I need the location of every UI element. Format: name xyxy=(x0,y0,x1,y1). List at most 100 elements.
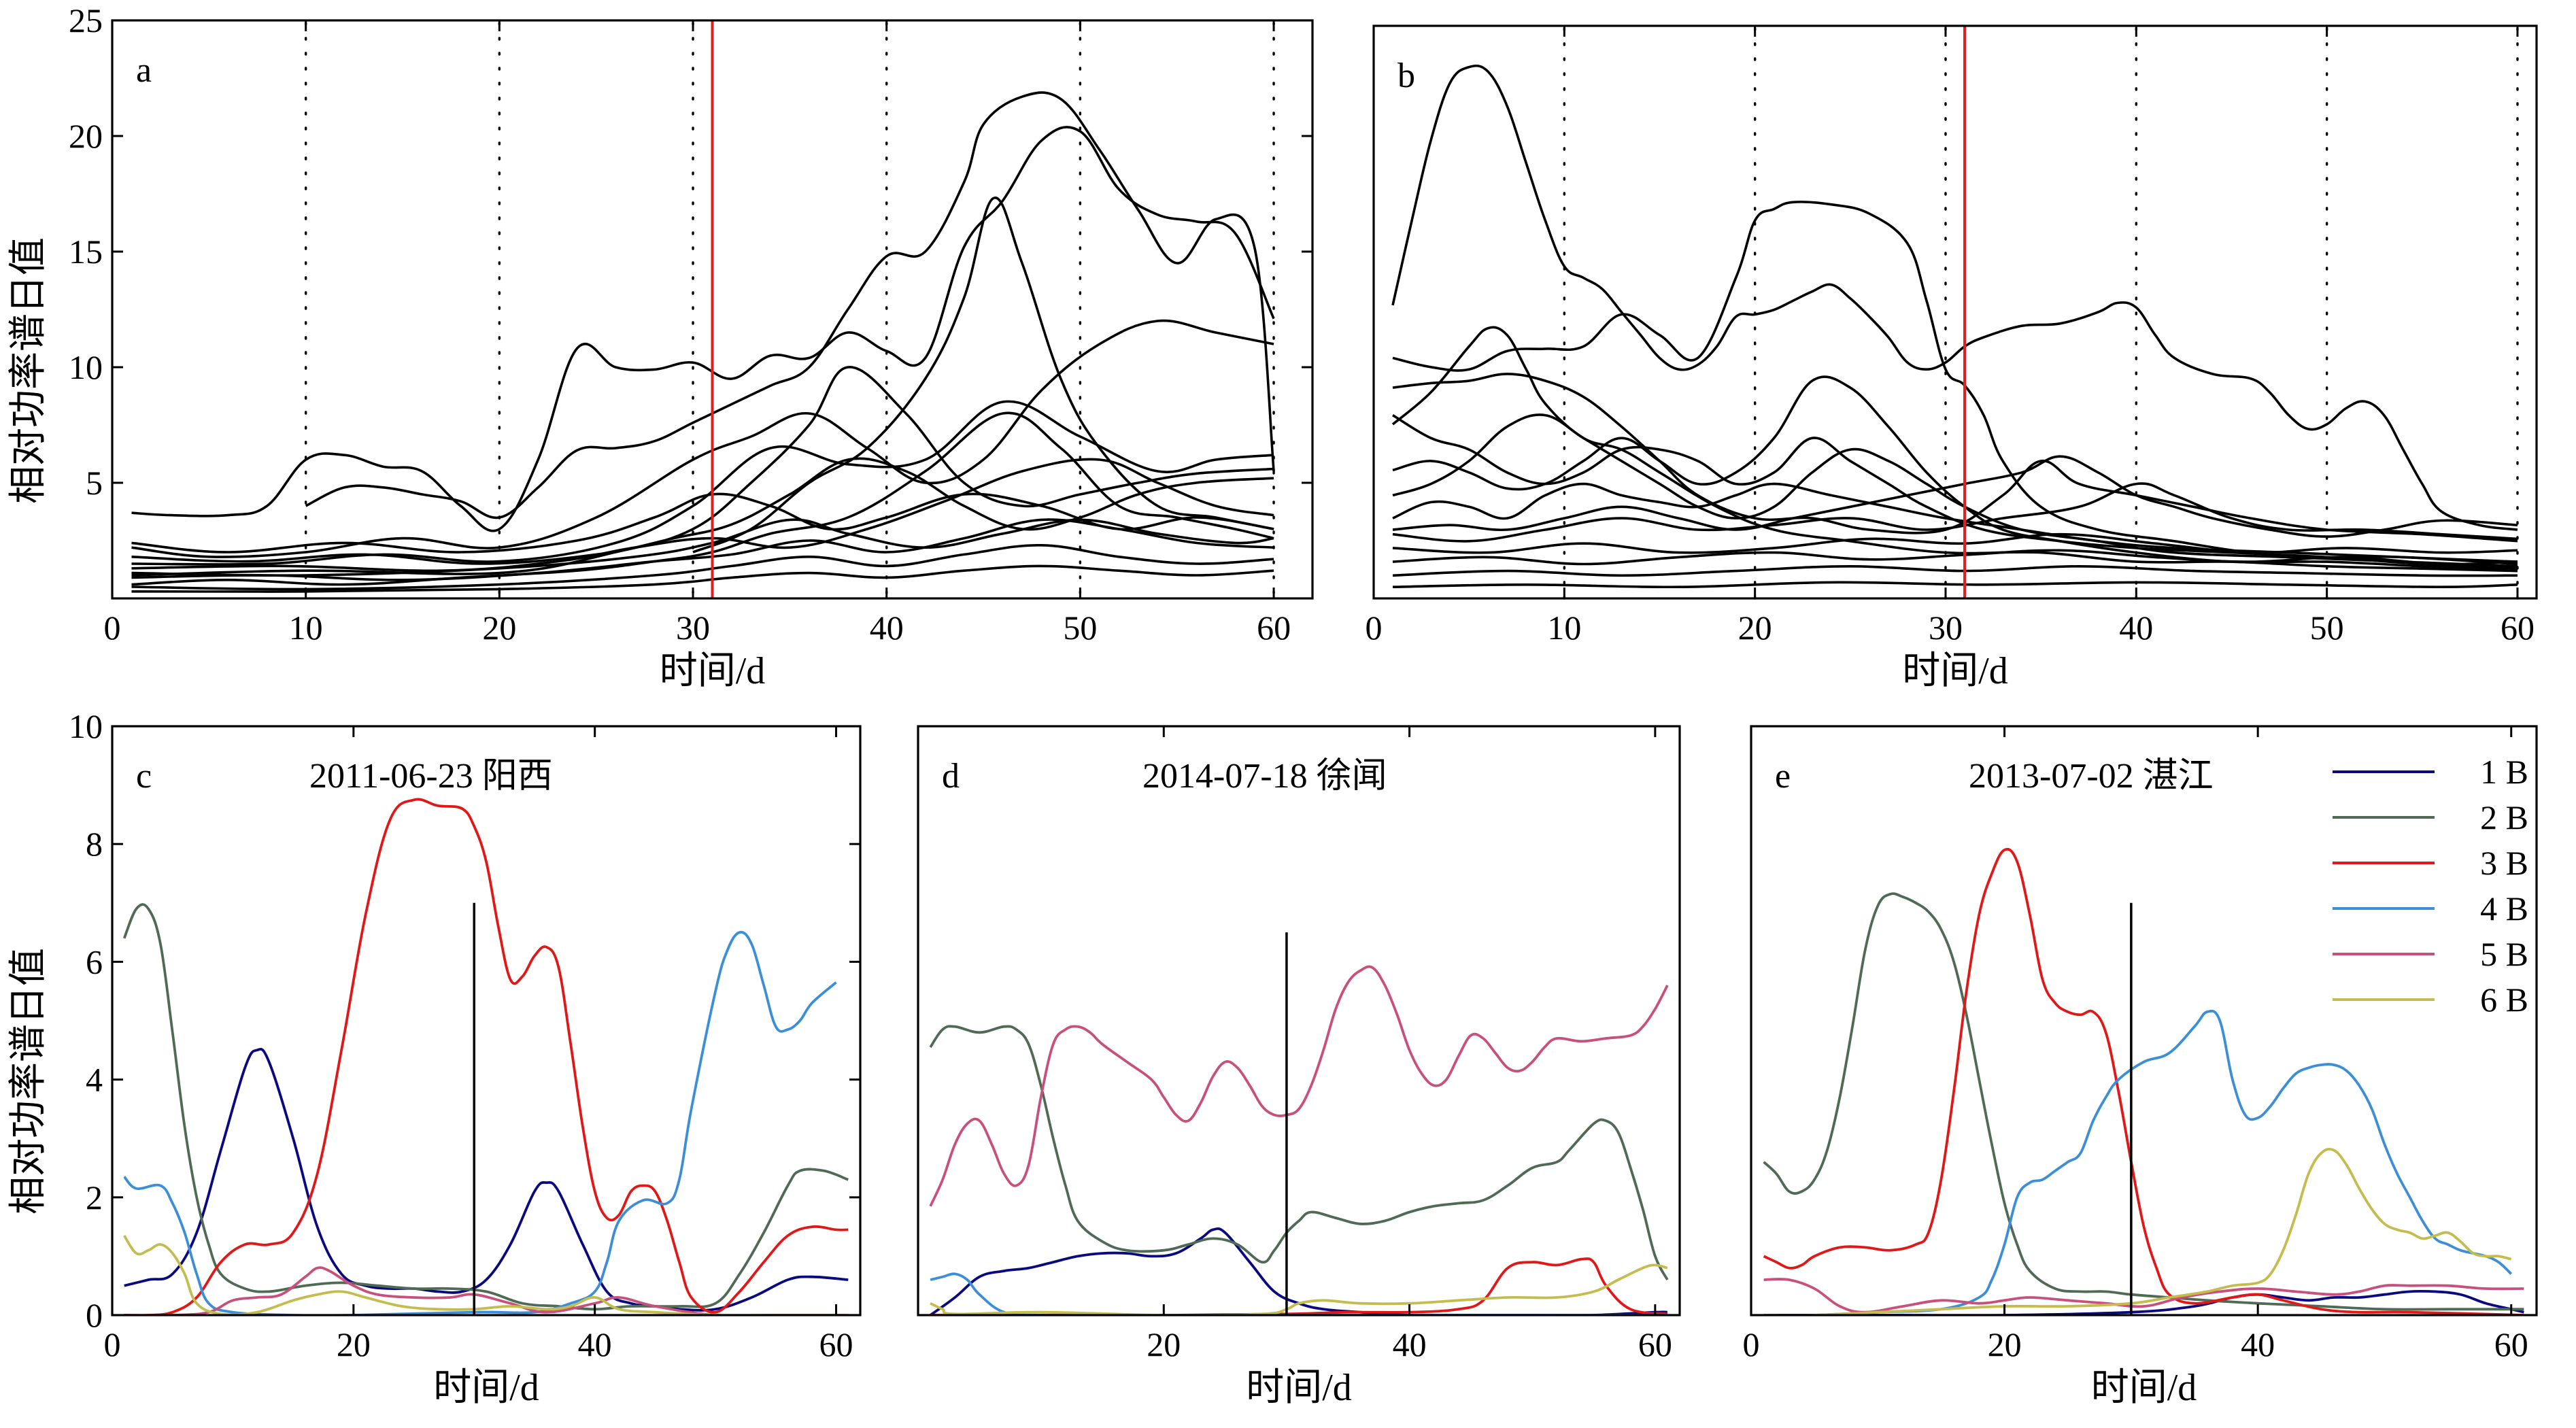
ytick-label-c-0: 0 xyxy=(86,1296,103,1334)
series-line-d-4B xyxy=(930,1272,1667,1315)
series-line-a-7 xyxy=(131,457,1274,565)
plot-frame-b xyxy=(1372,24,2538,600)
series-line-b-5 xyxy=(1392,413,2518,568)
series-line-c-5B xyxy=(124,1266,849,1315)
panel-title-e: 2013-07-02 湛江 xyxy=(1969,757,2214,796)
xlabel-b: 时间/d xyxy=(1902,650,2008,692)
xtick-label-a-2: 20 xyxy=(482,609,516,647)
panel-letter-c: c xyxy=(136,757,152,796)
legend-label-1B: 1 B xyxy=(2480,753,2528,791)
xtick-label-e-1: 20 xyxy=(1988,1325,2022,1363)
xtick-label-a-5: 50 xyxy=(1063,609,1097,647)
series-line-a-10 xyxy=(131,518,1274,581)
panel-c: 0 20 40 60 0 2 4 6 8 10 时间/d c 2011-06-23 阳西 xyxy=(69,707,862,1409)
series-line-b-3 xyxy=(1392,373,2518,543)
series-line-d-6B xyxy=(930,1263,1668,1315)
series-line-b-7 xyxy=(1392,455,2518,538)
series-line-a-12 xyxy=(131,564,1274,593)
series-line-b-13 xyxy=(1392,482,2518,563)
legend-label-6B: 6 B xyxy=(2480,981,2528,1019)
xtick-label-e-0: 0 xyxy=(1743,1325,1760,1363)
series-line-d-3B xyxy=(930,1257,1668,1315)
panel-b: 0 10 20 30 40 50 60 时间/d b xyxy=(1366,24,2538,692)
panel-letter-d: d xyxy=(942,757,960,796)
series-line-b-12 xyxy=(1392,581,2518,589)
ytick-label-a-1: 10 xyxy=(69,348,103,386)
ytick-label-c-4: 8 xyxy=(86,825,103,863)
xtick-label-b-5: 50 xyxy=(2310,609,2344,647)
ytick-label-c-5: 10 xyxy=(69,707,103,745)
xlabel-d: 时间/d xyxy=(1246,1367,1352,1409)
xtick-label-b-0: 0 xyxy=(1366,609,1383,647)
xtick-label-a-4: 40 xyxy=(870,609,904,647)
plot-frame-a xyxy=(111,19,1314,600)
series-line-c-3B xyxy=(124,798,849,1315)
series-line-b-0 xyxy=(1391,64,2518,531)
xtick-label-d-0: 20 xyxy=(1147,1325,1181,1363)
legend-e: 1 B 2 B 3 B 4 B 5 B 6 B xyxy=(2333,753,2528,1019)
ytick-label-a-0: 5 xyxy=(86,464,103,502)
series-line-a-0 xyxy=(131,126,1275,532)
xtick-label-b-6: 60 xyxy=(2501,609,2535,647)
plot-frame-c xyxy=(111,725,862,1316)
series-line-a-2 xyxy=(692,197,1274,554)
xtick-label-e-2: 40 xyxy=(2241,1325,2275,1363)
xtick-label-a-3: 30 xyxy=(676,609,710,647)
xtick-label-a-6: 60 xyxy=(1257,609,1291,647)
xtick-label-b-1: 10 xyxy=(1547,609,1581,647)
plot-frame-d xyxy=(917,725,1681,1316)
xtick-label-a-0: 0 xyxy=(104,609,121,647)
xtick-label-b-2: 20 xyxy=(1738,609,1772,647)
ytick-label-a-3: 20 xyxy=(69,117,103,155)
series-line-c-6B xyxy=(123,1235,849,1315)
series-line-a-11 xyxy=(131,543,1274,591)
xtick-label-c-3: 60 xyxy=(819,1325,853,1363)
series-line-d-2B xyxy=(929,1025,1669,1280)
panel-title-c: 2011-06-23 阳西 xyxy=(309,757,553,796)
series-line-a-8 xyxy=(131,411,1274,586)
legend-label-2B: 2 B xyxy=(2480,798,2528,836)
series-line-a-1 xyxy=(305,91,1275,520)
series-line-a-9 xyxy=(131,458,1274,573)
xlabel-e: 时间/d xyxy=(2091,1367,2197,1409)
panel-d: 20 40 60 时间/d d 2014-07-18 徐闻 xyxy=(917,725,1681,1409)
series-group-a xyxy=(131,91,1275,593)
series-line-a-5 xyxy=(131,366,1274,577)
panel-letter-e: e xyxy=(1775,757,1791,796)
xlabel-c: 时间/d xyxy=(433,1367,539,1409)
panel-title-d: 2014-07-18 徐闻 xyxy=(1142,757,1387,796)
xlabel-a: 时间/d xyxy=(660,650,766,692)
ytick-label-a-4: 25 xyxy=(69,1,103,39)
legend-label-3B: 3 B xyxy=(2480,844,2528,882)
series-line-a-13 xyxy=(131,518,1274,577)
legend-label-4B: 4 B xyxy=(2480,889,2528,928)
ytick-label-a-2: 15 xyxy=(69,233,103,271)
xtick-label-c-0: 0 xyxy=(104,1325,121,1363)
ylabel-bottom: 相对功率谱日值 xyxy=(7,948,50,1214)
series-line-b-8 xyxy=(1392,482,2518,543)
series-line-e-6B xyxy=(1763,1147,2512,1315)
series-line-d-5B xyxy=(929,965,1669,1207)
panel-a: 0 10 20 30 40 50 60 5 10 15 20 25 时间/d a xyxy=(69,1,1314,692)
xtick-label-a-1: 10 xyxy=(289,609,323,647)
ytick-label-c-1: 2 xyxy=(86,1178,103,1217)
ytick-label-c-3: 6 xyxy=(86,942,103,981)
legend-label-5B: 5 B xyxy=(2480,935,2528,973)
xtick-label-c-1: 20 xyxy=(337,1325,371,1363)
xtick-label-b-4: 40 xyxy=(2119,609,2153,647)
series-line-c-4B xyxy=(123,930,837,1315)
ylabel-top: 相对功率谱日值 xyxy=(7,237,50,504)
series-group-c xyxy=(122,798,849,1315)
xtick-label-e-3: 60 xyxy=(2494,1325,2528,1363)
panel-letter-b: b xyxy=(1397,56,1415,95)
xtick-label-d-2: 60 xyxy=(1638,1325,1672,1363)
series-line-a-6 xyxy=(131,492,1274,554)
series-line-b-1 xyxy=(1392,201,2518,566)
xtick-label-d-1: 40 xyxy=(1393,1325,1427,1363)
series-line-c-2B xyxy=(122,903,849,1311)
panel-letter-a: a xyxy=(136,51,152,90)
panel-e: 0 20 40 60 时间/d e 2013-07-02 湛江 1 B 2 B 3 B 4 B 5 B… xyxy=(1743,725,2538,1409)
series-group-e xyxy=(1763,847,2524,1315)
series-line-e-3B xyxy=(1763,847,2524,1315)
